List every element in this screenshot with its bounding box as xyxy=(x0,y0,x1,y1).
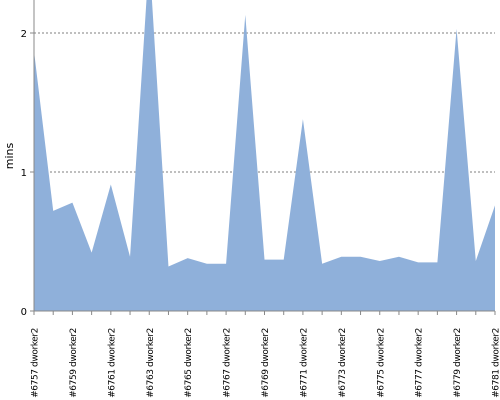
x-tick-label: #6781 dworker2 xyxy=(492,328,500,398)
y-tick-label-1: 1 xyxy=(21,168,27,179)
x-tick-label: #6771 dworker2 xyxy=(299,328,309,398)
y-axis-ticks: 0 1 2 xyxy=(21,29,34,318)
x-tick-label: #6761 dworker2 xyxy=(107,328,117,398)
x-tick-label: #6773 dworker2 xyxy=(338,328,348,398)
y-tick-label-2: 2 xyxy=(21,29,27,40)
x-tick-label: #6763 dworker2 xyxy=(146,328,156,398)
x-tick-label: #6779 dworker2 xyxy=(453,328,463,398)
x-tick-label: #6775 dworker2 xyxy=(376,328,386,398)
y-tick-label-0: 0 xyxy=(21,307,27,318)
x-tick-label: #6777 dworker2 xyxy=(415,328,425,398)
x-tick-label: #6767 dworker2 xyxy=(223,328,233,398)
x-axis-ticks: #6757 dworker2 #6759 dworker2 #6761 dworke… xyxy=(31,311,500,398)
x-tick-label: #6765 dworker2 xyxy=(184,328,194,398)
y-axis-label: mins xyxy=(3,142,16,169)
x-tick-label: #6757 dworker2 xyxy=(31,328,41,398)
x-tick-label: #6769 dworker2 xyxy=(261,328,271,398)
x-tick-label: #6759 dworker2 xyxy=(69,328,79,398)
area-series xyxy=(34,0,495,311)
gridlines xyxy=(34,32,495,173)
